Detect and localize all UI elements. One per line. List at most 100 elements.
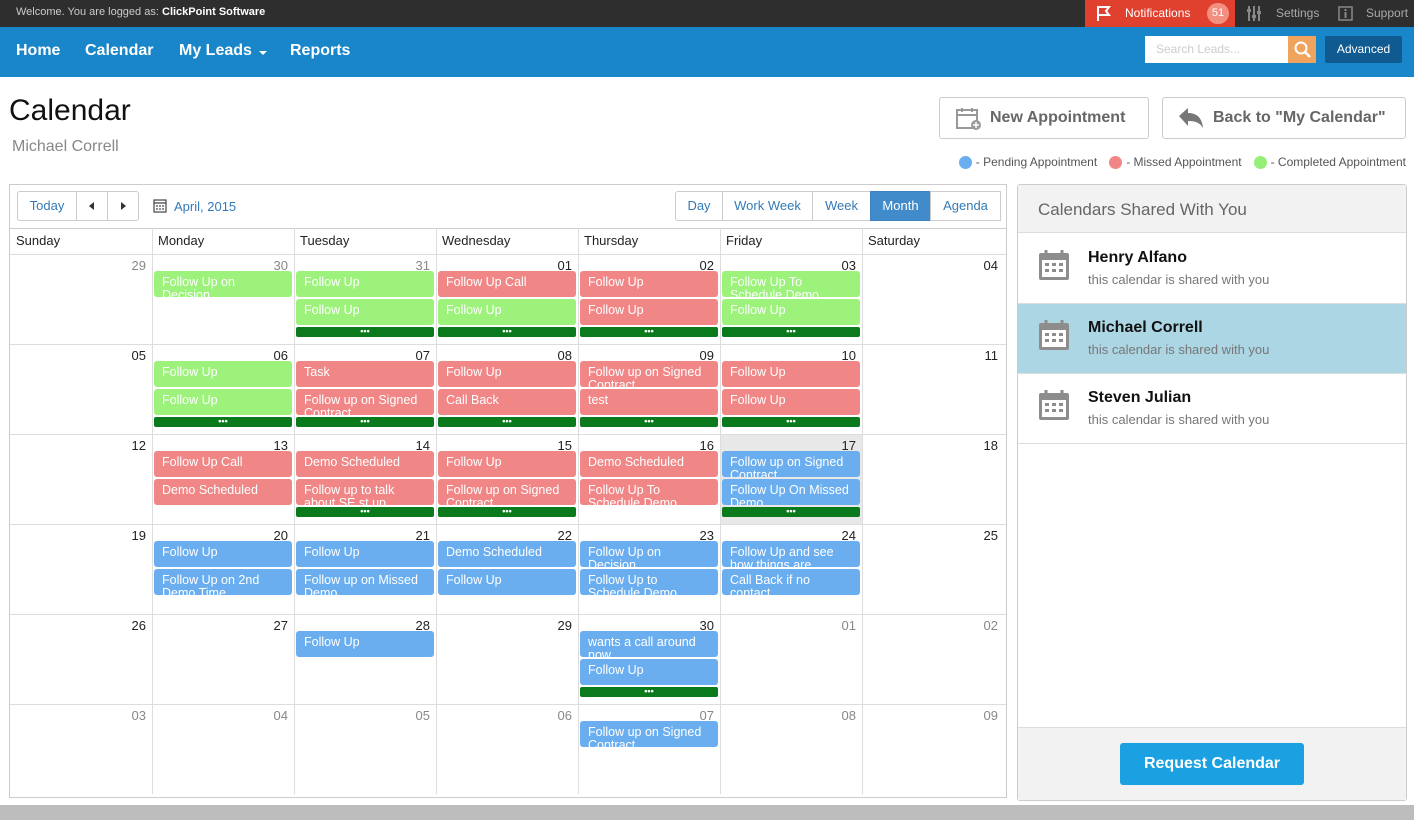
appointment[interactable]: Follow Up On Missed Demo [722, 479, 860, 505]
more-button[interactable]: ••• [154, 417, 292, 427]
appointment[interactable]: Task [296, 361, 434, 387]
day-number: 16 [699, 438, 714, 453]
legend-label: - Missed Appointment [1126, 155, 1242, 169]
more-button[interactable]: ••• [722, 327, 860, 337]
shared-calendar[interactable]: Steven Julian this calendar is shared wit… [1018, 374, 1406, 444]
shared-calendar[interactable]: Henry Alfano this calendar is shared with… [1018, 234, 1406, 304]
view-button[interactable]: Agenda [930, 191, 1001, 221]
appointment[interactable]: Follow Up [296, 299, 434, 325]
appointment[interactable]: Follow Up [438, 451, 576, 477]
appointment[interactable]: Follow up on Missed Demo [296, 569, 434, 595]
appointment[interactable]: Follow Up Call [154, 451, 292, 477]
next-button[interactable] [107, 191, 139, 221]
more-button[interactable]: ••• [438, 507, 576, 517]
row-line [10, 434, 1006, 435]
month-label[interactable]: April, 2015 [174, 199, 237, 214]
appointment[interactable]: Follow Up on 2nd Demo Time [154, 569, 292, 595]
more-button[interactable]: ••• [580, 417, 718, 427]
more-button[interactable]: ••• [438, 417, 576, 427]
row-line [10, 254, 1006, 255]
appointment[interactable]: Follow up on Signed Contract [296, 389, 434, 415]
day-number: 11 [984, 348, 999, 363]
appointment[interactable]: Demo Scheduled [154, 479, 292, 505]
appointment[interactable]: Follow Up on Decision [154, 271, 292, 297]
nav-item[interactable]: Home [16, 42, 61, 59]
more-button[interactable]: ••• [296, 327, 434, 337]
shared-calendar[interactable]: Michael Correll this calendar is shared w… [1018, 304, 1406, 374]
new-appointment-button[interactable]: New Appointment [939, 97, 1149, 139]
appointment[interactable]: Follow Up to Schedule Demo [580, 569, 718, 595]
appointment[interactable]: wants a call around now [580, 631, 718, 657]
nav-item[interactable]: Reports [290, 42, 351, 59]
notifications[interactable]: Notifications 51 [1085, 0, 1235, 27]
appointment[interactable]: Follow Up Call [438, 271, 576, 297]
appointment[interactable]: Follow Up and see how things are [722, 541, 860, 567]
appointment[interactable]: Follow Up [296, 631, 434, 657]
appointment[interactable]: Follow Up [722, 299, 860, 325]
caret [259, 51, 267, 55]
col-line [152, 228, 153, 794]
legend-dot [958, 155, 972, 169]
settings[interactable]: Settings [1276, 6, 1320, 20]
search-input[interactable]: Search Leads... [1145, 36, 1288, 63]
appointment[interactable]: Follow Up [438, 361, 576, 387]
prev-icon [89, 202, 94, 210]
appointment[interactable]: Call Back if no contact [722, 569, 860, 595]
more-button[interactable]: ••• [580, 687, 718, 697]
appointment[interactable]: Demo Scheduled [580, 451, 718, 477]
request-calendar-button[interactable]: Request Calendar [1120, 743, 1304, 785]
appointment[interactable]: Follow up on Signed Contract [722, 451, 860, 477]
appointment[interactable]: Follow Up [438, 569, 576, 595]
appointment[interactable]: Demo Scheduled [296, 451, 434, 477]
user[interactable]: ClickPoint Software [162, 6, 266, 18]
appointment[interactable]: Follow Up [438, 299, 576, 325]
appointment[interactable]: Follow up on Signed Contract [580, 361, 718, 387]
more-button[interactable]: ••• [438, 327, 576, 337]
appointment[interactable]: Follow Up on Decision [580, 541, 718, 567]
appointment[interactable]: Follow Up To Schedule Demo [722, 271, 860, 297]
view-button[interactable]: Month [870, 191, 931, 221]
appointment[interactable]: Demo Scheduled [438, 541, 576, 567]
appointment[interactable]: Follow Up [580, 271, 718, 297]
more-button[interactable]: ••• [722, 507, 860, 517]
appointment[interactable]: Follow up on Signed Contract [438, 479, 576, 505]
day-number: 05 [415, 708, 430, 723]
appointment[interactable]: Follow Up [580, 299, 718, 325]
legend-label: - Pending Appointment [975, 155, 1098, 169]
view-button[interactable]: Week [812, 191, 871, 221]
search-button[interactable] [1288, 36, 1316, 63]
appointment[interactable]: Follow Up [722, 361, 860, 387]
view-button[interactable]: Day [675, 191, 723, 221]
appointment[interactable]: Follow up to talk about SE st up [296, 479, 434, 505]
support[interactable]: Support [1366, 6, 1409, 20]
appointment[interactable]: Follow Up [722, 389, 860, 415]
today-button[interactable]: Today [17, 191, 77, 221]
prev-button[interactable] [76, 191, 108, 221]
legend-dot [1109, 155, 1123, 169]
appointment[interactable]: Follow Up [296, 541, 434, 567]
nav-item[interactable]: Calendar [85, 42, 154, 59]
more-button[interactable]: ••• [580, 327, 718, 337]
calendar-note: this calendar is shared with you [1088, 272, 1270, 287]
appointment[interactable]: Follow Up [154, 361, 292, 387]
appointment[interactable]: Follow Up [296, 271, 434, 297]
day-number: 04 [273, 708, 288, 723]
more-button[interactable]: ••• [722, 417, 860, 427]
appointment[interactable]: Follow Up [154, 541, 292, 567]
day-number: 14 [415, 438, 430, 453]
back-icon [1179, 108, 1203, 128]
appointment[interactable]: Follow Up [580, 659, 718, 685]
appointment[interactable]: Follow up on Signed Contract [580, 721, 718, 747]
appointment[interactable]: test [580, 389, 718, 415]
welcome: Welcome. You are logged as: [16, 6, 159, 18]
appointment[interactable]: Call Back [438, 389, 576, 415]
view-button[interactable]: Work Week [722, 191, 813, 221]
more-button[interactable]: ••• [296, 507, 434, 517]
advanced-button[interactable]: Advanced [1325, 36, 1402, 63]
back-button[interactable]: Back to "My Calendar" [1162, 97, 1406, 139]
more-button[interactable]: ••• [296, 417, 434, 427]
appointment[interactable]: Follow Up [154, 389, 292, 415]
nav-item[interactable]: My Leads [179, 42, 252, 59]
appointment[interactable]: Follow Up To Schedule Demo [580, 479, 718, 505]
next-icon [121, 202, 126, 210]
